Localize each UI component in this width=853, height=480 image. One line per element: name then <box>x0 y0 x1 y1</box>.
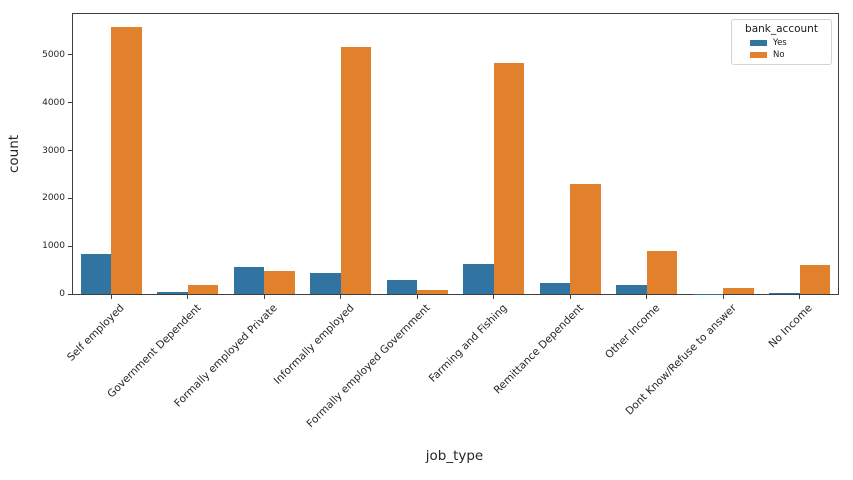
bar-no-4 <box>417 289 448 294</box>
legend-entry-no: No <box>750 50 831 60</box>
y-tick-label: 5000 <box>42 49 65 60</box>
bar-no-0 <box>111 26 142 294</box>
y-tick-label: 4000 <box>42 97 65 108</box>
y-tick-label: 1000 <box>42 241 65 252</box>
x-tick-label: Other Income <box>602 302 663 362</box>
bar-yes-1 <box>157 291 188 294</box>
x-tick-label: No Income <box>766 302 816 351</box>
legend-swatch-no <box>750 52 767 58</box>
bar-yes-5 <box>463 264 494 294</box>
legend-label: No <box>773 50 785 60</box>
y-tick-label: 2000 <box>42 193 65 204</box>
bar-yes-7 <box>616 285 647 294</box>
y-tick-mark <box>68 102 72 104</box>
bar-no-5 <box>493 63 525 294</box>
x-tick-label: Self employed <box>65 302 127 364</box>
bar-no-6 <box>570 184 601 294</box>
bar-no-3 <box>340 47 372 294</box>
x-tick-mark <box>569 295 571 299</box>
bar-yes-9 <box>769 293 800 294</box>
y-tick-label: 0 <box>59 289 65 299</box>
bar-yes-3 <box>310 273 341 294</box>
x-tick-label: Remittance Dependent <box>491 302 586 397</box>
x-tick-mark <box>340 295 342 299</box>
bar-no-8 <box>723 288 754 294</box>
y-tick-mark <box>68 293 72 295</box>
x-tick-mark <box>646 295 648 299</box>
legend: bank_account Yes No <box>731 19 832 65</box>
bar-no-2 <box>264 270 295 294</box>
y-tick-label: 3000 <box>42 145 65 156</box>
legend-entry-yes: Yes <box>750 38 831 48</box>
x-tick-mark <box>110 295 112 299</box>
legend-label: Yes <box>773 38 787 48</box>
x-tick-label: Farming and Fishing <box>426 302 510 385</box>
y-tick-mark <box>68 245 72 247</box>
y-tick-mark <box>68 197 72 199</box>
x-tick-mark <box>722 295 724 299</box>
x-tick-label: Informally employed <box>271 302 357 387</box>
bar-no-9 <box>799 264 831 294</box>
plot-area: bank_account Yes No <box>72 13 839 295</box>
x-tick-mark <box>187 295 189 299</box>
x-tick-mark <box>263 295 265 299</box>
y-tick-mark <box>68 54 72 56</box>
bar-yes-6 <box>539 283 571 294</box>
bar-no-1 <box>187 284 219 294</box>
x-axis-label: job_type <box>425 448 484 464</box>
bar-yes-0 <box>80 253 112 294</box>
x-tick-mark <box>493 295 495 299</box>
legend-title: bank_account <box>745 23 818 35</box>
y-axis-label: count <box>6 134 22 174</box>
x-tick-mark <box>799 295 801 299</box>
bar-no-7 <box>646 251 678 294</box>
bar-yes-4 <box>386 279 418 294</box>
legend-entries: Yes No <box>732 38 831 60</box>
y-tick-mark <box>68 150 72 152</box>
x-tick-label: Formally employed Government <box>304 302 433 431</box>
bar-yes-2 <box>233 266 265 294</box>
x-tick-mark <box>416 295 418 299</box>
legend-swatch-yes <box>750 40 767 46</box>
